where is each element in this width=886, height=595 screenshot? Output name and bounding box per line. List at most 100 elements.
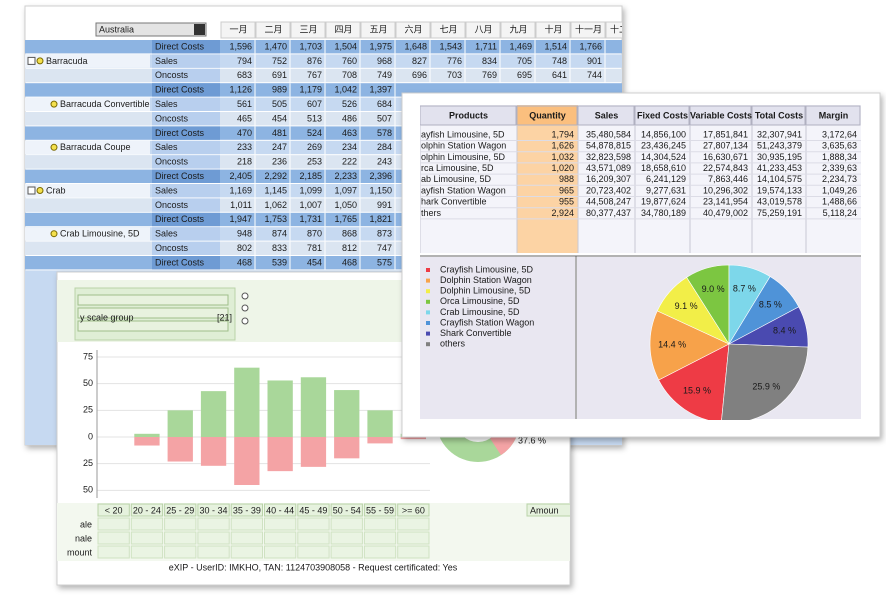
x-tick-label: 45 - 49	[299, 505, 327, 515]
grid-cell	[197, 545, 230, 559]
bar	[267, 380, 293, 437]
pivot-cell: 1,703	[299, 41, 322, 51]
measure-cell	[152, 184, 220, 198]
pivot-cell: 1,062	[264, 200, 287, 210]
measure-label: Sales	[155, 56, 178, 66]
bar	[200, 437, 227, 466]
product-cell: 32,307,941	[757, 129, 802, 139]
grid-cell	[230, 531, 263, 545]
grid-cell	[164, 545, 197, 559]
product-cell: ayfish Station Wagon	[421, 185, 506, 195]
month-header-cell	[220, 21, 256, 39]
pivot-cell: 744	[587, 70, 602, 80]
product-cell: 1,032	[551, 152, 574, 162]
product-cell: 16,209,307	[586, 174, 631, 184]
legend-label: Crab Limousine, 5D	[440, 307, 520, 317]
pivot-cell: 691	[272, 70, 287, 80]
pivot-cell: 1,975	[369, 41, 392, 51]
y-tick-label: 0	[88, 431, 93, 441]
product-cell: 14,304,524	[641, 152, 686, 162]
legend-swatch	[426, 342, 430, 347]
product-cell: 44,508,247	[586, 197, 631, 207]
pivot-cell: 578	[377, 128, 392, 138]
month-header: 八月	[474, 24, 492, 34]
product-cell: 3,172,64	[822, 129, 857, 139]
pivot-cell: 526	[342, 99, 357, 109]
pivot-cell: 683	[237, 70, 252, 80]
pivot-cell: 747	[377, 243, 392, 253]
pivot-cell: 1,731	[299, 214, 322, 224]
grid-header-cell	[230, 503, 263, 517]
pivot-cell: 991	[377, 200, 392, 210]
grid-cell	[264, 531, 297, 545]
grid-header-cell	[397, 503, 430, 517]
pivot-cell: 827	[412, 56, 427, 66]
pivot-cell: 1,042	[334, 85, 357, 95]
grid-cell	[397, 545, 430, 559]
label-cell	[25, 198, 150, 212]
pivot-cell: 507	[377, 113, 392, 123]
grid-cell	[363, 545, 397, 559]
legend-label: others	[440, 339, 466, 349]
pivot-cell: 463	[342, 128, 357, 138]
tree-toggle	[27, 186, 36, 195]
pivot-cell: 834	[482, 56, 497, 66]
control-dropdown	[77, 307, 229, 319]
product-cell: 34,780,189	[641, 208, 686, 218]
pivot-cell: 1,821	[369, 214, 392, 224]
pivot-cell: 481	[272, 128, 287, 138]
pivot-cell: 284	[377, 142, 392, 152]
quantity-column	[517, 105, 578, 253]
bar	[134, 433, 160, 437]
label-cell	[25, 155, 150, 169]
grid-cell	[264, 517, 297, 531]
measure-label: Oncosts	[155, 70, 189, 80]
header-cell	[420, 105, 517, 126]
product-cell: 1,488,66	[822, 197, 857, 207]
measure-label: Direct Costs	[155, 128, 205, 138]
label-cell	[25, 184, 150, 198]
pivot-cell: 696	[412, 70, 427, 80]
measure-label: Oncosts	[155, 113, 189, 123]
grid-row-label: mount	[67, 547, 93, 557]
pivot-cell: 989	[272, 85, 287, 95]
pivot-cell: 607	[307, 99, 322, 109]
age-chart-window: y scale group [21] 75 50 25 0 25 50 37.6 % < 20 20…	[56, 271, 571, 586]
pivot-cell: 1,007	[299, 200, 322, 210]
measure-cell	[152, 112, 220, 126]
month-header-cell	[570, 21, 606, 39]
product-cell: olphin Limousine, 5D	[421, 152, 506, 162]
grid-row-label: nale	[75, 533, 92, 543]
grid-cell	[97, 545, 130, 559]
pie-slice	[649, 310, 730, 381]
product-cell: 40,479,002	[703, 208, 748, 218]
pivot-cell: 873	[377, 229, 392, 239]
grid-cell	[330, 531, 363, 545]
pivot-cell: 468	[342, 257, 357, 267]
product-cell: 51,243,379	[757, 141, 802, 151]
pivot-cell: 1,145	[264, 185, 287, 195]
pivot-cell: 1,011	[230, 200, 252, 210]
grid-header-cell	[164, 503, 197, 517]
header-cell	[577, 105, 635, 126]
bar	[367, 410, 393, 437]
bar	[134, 437, 160, 446]
month-header: 一月	[229, 24, 247, 34]
product-cell: 32,823,598	[586, 152, 631, 162]
bar	[267, 437, 293, 472]
grid-cell	[97, 517, 130, 531]
pivot-cell: 1,514	[544, 41, 567, 51]
pivot-cell: 1,753	[264, 214, 287, 224]
grid-header-cell	[526, 503, 570, 517]
x-tick-label: 50 - 54	[333, 505, 361, 515]
legend-swatch	[426, 278, 430, 283]
product-cell: 17,851,841	[703, 129, 748, 139]
month-header: 十月	[544, 23, 562, 34]
legend-label: Dolphin Station Wagon	[440, 275, 532, 285]
measure-label: Sales	[155, 185, 178, 195]
measure-cell	[152, 54, 220, 68]
pivot-cell: 968	[377, 56, 392, 66]
measure-cell	[152, 241, 220, 255]
grid-header-last: Amoun	[530, 505, 559, 515]
product-cell: 6,241,129	[646, 174, 686, 184]
